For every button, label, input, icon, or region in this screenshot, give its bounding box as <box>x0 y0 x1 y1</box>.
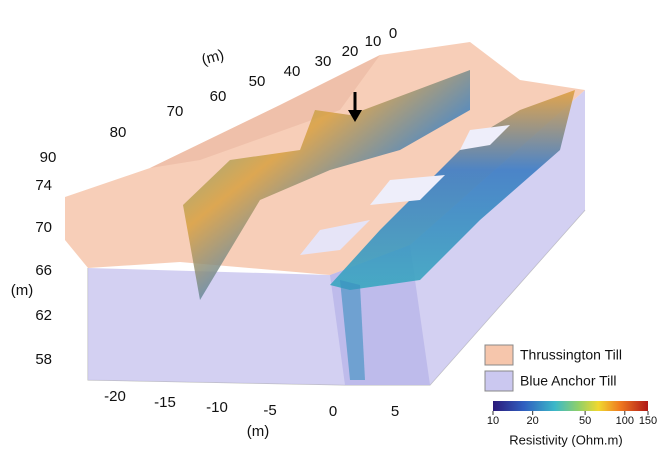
colorbar-tick-label: 50 <box>579 415 591 427</box>
legend-label: Thrussington Till <box>520 347 622 363</box>
blue-anchor-till <box>88 90 585 385</box>
colorbar-tick-label: 20 <box>527 415 539 427</box>
y-tick-label: 70 <box>167 103 184 120</box>
x-tick-label: -5 <box>263 402 276 419</box>
resistivity-section <box>340 280 365 380</box>
y-tick-label: 10 <box>365 33 382 50</box>
gap <box>300 220 370 255</box>
y-tick-label: 20 <box>342 43 359 60</box>
y-tick-label: 90 <box>40 149 57 166</box>
x-tick-label: 0 <box>329 403 337 420</box>
y-tick-label: 0 <box>389 25 397 42</box>
gap <box>370 175 445 205</box>
resistivity-section <box>330 90 575 290</box>
y-tick-label: 40 <box>284 63 301 80</box>
z-tick-label: 62 <box>35 307 52 324</box>
z-tick-label: 58 <box>35 351 52 368</box>
colorbar-tick-label: 150 <box>639 415 657 427</box>
x-axis-label: (m) <box>247 423 270 440</box>
colorbar <box>493 401 648 411</box>
y-tick-label: 30 <box>315 53 332 70</box>
legend-swatch <box>484 370 514 392</box>
arrow-head <box>348 110 362 122</box>
y-tick-label: 50 <box>249 73 266 90</box>
x-tick-label: 5 <box>391 403 399 420</box>
x-tick-label: -10 <box>206 399 228 416</box>
y-tick-label: 60 <box>210 88 227 105</box>
x-tick-label: -20 <box>104 388 126 405</box>
resistivity-section <box>183 70 470 300</box>
colorbar-tick-label: 100 <box>616 415 634 427</box>
y-tick-label: 80 <box>110 124 127 141</box>
x-tick-label: -15 <box>154 394 176 411</box>
gap <box>460 125 510 150</box>
y-axis-label: (m) <box>200 46 226 68</box>
colorbar-tick-label: 10 <box>487 415 499 427</box>
z-tick-label: 74 <box>35 177 52 194</box>
z-axis-label: (m) <box>11 282 34 299</box>
colorbar-label: Resistivity (Ohm.m) <box>509 432 622 447</box>
legend-swatch <box>484 344 514 366</box>
surface-shade <box>150 55 380 168</box>
z-tick-label: 66 <box>35 262 52 279</box>
legend-label: Blue Anchor Till <box>520 373 617 389</box>
z-tick-label: 70 <box>35 219 52 236</box>
